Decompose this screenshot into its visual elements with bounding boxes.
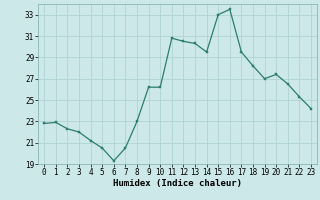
X-axis label: Humidex (Indice chaleur): Humidex (Indice chaleur) [113,179,242,188]
